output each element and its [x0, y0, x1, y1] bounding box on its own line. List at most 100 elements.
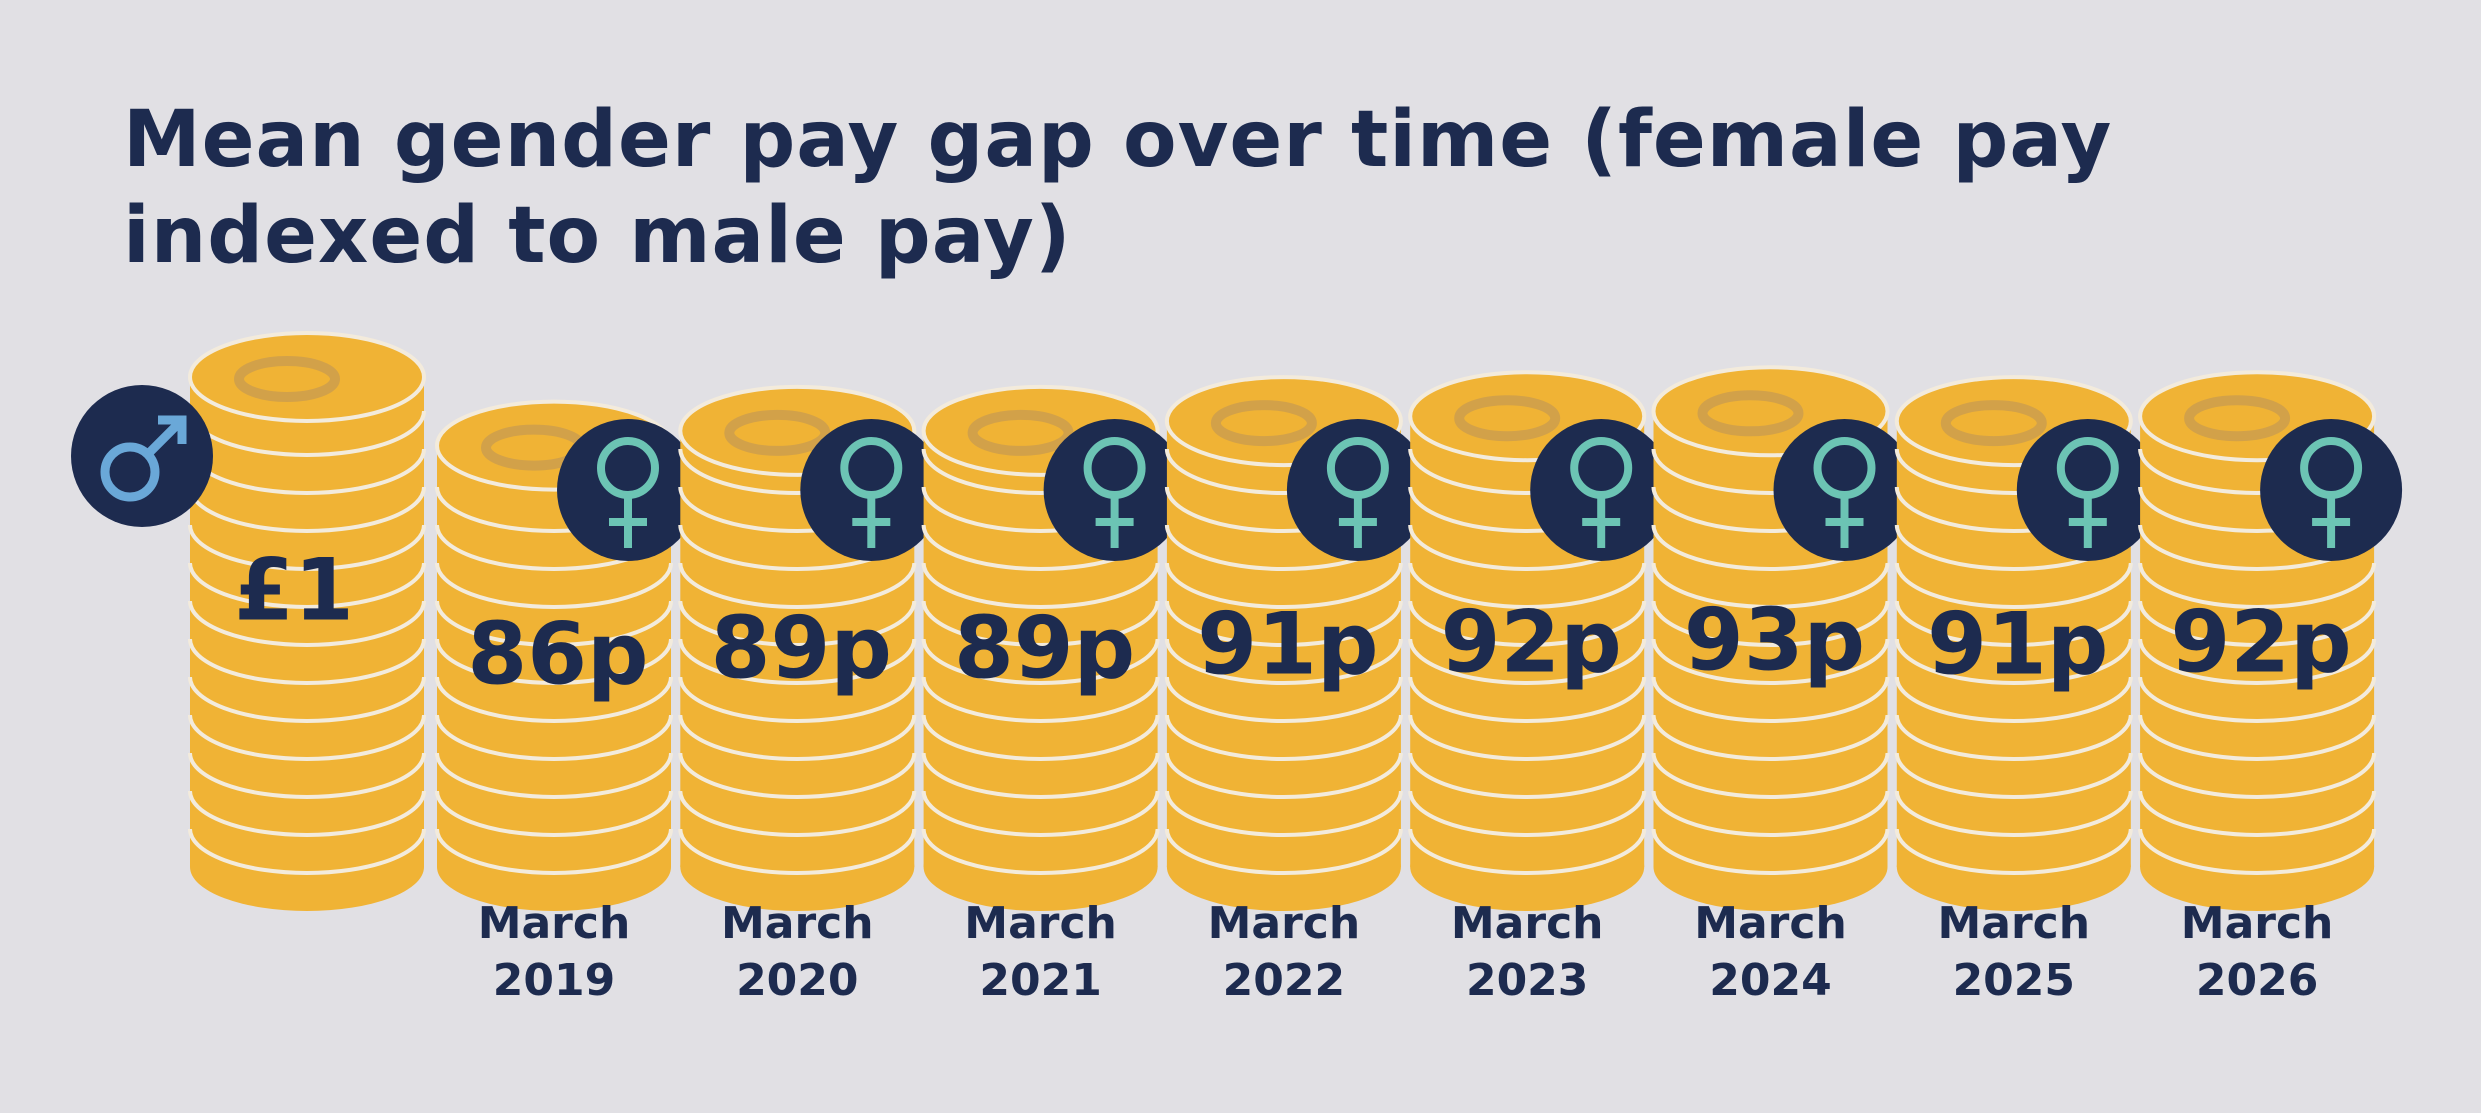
coin-edge: [188, 714, 426, 761]
value-label: 89p: [711, 598, 892, 698]
x-tick-label: March 2026: [2180, 898, 2334, 1006]
coin-edge: [188, 600, 426, 647]
coin-edge: [1651, 828, 1890, 875]
coin-stack: [1651, 365, 1890, 911]
coin-edge: [1894, 676, 2133, 723]
coin-edge: [435, 752, 673, 799]
coin-emboss: [1210, 400, 1317, 447]
x-tick-label: March 2020: [721, 898, 874, 1006]
coin-edge: [1894, 752, 2133, 799]
female-icon: [2312, 495, 2351, 548]
value-label: 91p: [1197, 594, 1378, 694]
coin-edge: [678, 562, 917, 609]
coin-edge: [1164, 676, 1403, 723]
coin-edge: [1164, 562, 1403, 609]
female-icon-bg: [1043, 419, 1186, 561]
female-icon: [2068, 495, 2107, 548]
coin-edge: [188, 676, 426, 723]
coin-edge: [1894, 828, 2133, 875]
coin-edge: [2138, 790, 2377, 837]
coin-edge: [1164, 828, 1403, 875]
coin-edge: [678, 638, 917, 685]
coin-edge: [188, 562, 426, 609]
coin-edge: [1408, 790, 1647, 837]
coin-emboss: [1697, 390, 1804, 437]
female-icon-bg: [2016, 419, 2159, 561]
coin-edge: [1651, 714, 1890, 761]
x-tick-label: March 2024: [1694, 898, 1847, 1006]
coin-edge: [188, 638, 426, 685]
coin-edge: [1651, 562, 1890, 609]
coin-edge: [1651, 600, 1890, 647]
coin-edge: [1408, 752, 1647, 799]
coin-edge: [2138, 714, 2377, 761]
coin-edge: [1164, 638, 1403, 685]
coin-edge: [678, 828, 917, 875]
coin-edge: [1408, 714, 1647, 761]
value-label: 92p: [1441, 592, 1622, 692]
coin-edge: [1894, 562, 2133, 609]
value-label: 92p: [2170, 592, 2351, 692]
coin-edge: [2138, 600, 2377, 647]
coin-edge: [678, 790, 917, 837]
coin-edge: [678, 752, 917, 799]
coin-edge: [1164, 714, 1403, 761]
coin-edge: [1651, 676, 1890, 723]
coin-edge: [188, 790, 426, 837]
coin-edge: [921, 600, 1160, 647]
female-icon: [609, 495, 647, 548]
coin-edge: [1651, 752, 1890, 799]
female-icon: [1825, 495, 1864, 548]
coin-emboss: [724, 409, 831, 456]
coin-edge: [435, 562, 673, 609]
coin-edge: [435, 676, 673, 723]
x-tick-label: March 2019: [477, 898, 631, 1006]
coin-edge: [1164, 790, 1403, 837]
coin-edge: [1408, 562, 1647, 609]
coin-edge: [1408, 600, 1647, 647]
value-label: 91p: [1927, 594, 2108, 694]
coin-edge: [921, 562, 1160, 609]
coin-emboss: [1454, 395, 1561, 442]
coin-edge: [1894, 600, 2133, 647]
coin-edge: [435, 790, 673, 837]
female-icon-bg: [1530, 419, 1673, 561]
coin-edge: [188, 752, 426, 799]
x-tick-label: March 2022: [1207, 898, 1361, 1006]
coin-edge: [1651, 638, 1890, 685]
coin-edge: [2138, 638, 2377, 685]
coin-edge: [435, 638, 673, 685]
coin-edge: [1894, 790, 2133, 837]
coin-edge: [921, 790, 1160, 837]
value-label: £1: [234, 540, 354, 640]
coin-edge: [1164, 600, 1403, 647]
coin-edge: [2138, 676, 2377, 723]
coin-stack: [921, 384, 1160, 911]
coin-edge: [2138, 828, 2377, 875]
coin-edge: [188, 486, 426, 533]
coin-edge: [2138, 752, 2377, 799]
coin-edge: [1651, 790, 1890, 837]
coin-edge: [435, 714, 673, 761]
female-icon-bg: [1286, 419, 1429, 561]
coin-emboss: [2184, 395, 2291, 442]
male-icon: [144, 415, 187, 458]
female-icon-bg: [2260, 419, 2403, 561]
coin-edge: [921, 828, 1160, 875]
value-label: 86p: [467, 604, 648, 704]
coin-edge: [1894, 638, 2133, 685]
coin-edge: [1408, 828, 1647, 875]
coin-edge: [188, 828, 426, 875]
female-icon: [1582, 495, 1621, 548]
x-tick-label: March 2023: [1450, 898, 1604, 1006]
male-icon-bg: [71, 385, 213, 527]
x-tick-label: March 2025: [1937, 898, 2091, 1006]
female-icon-bg: [557, 419, 699, 561]
chart-title: Mean gender pay gap over time (female pa…: [123, 95, 2113, 281]
coin-edge: [678, 714, 917, 761]
value-label: 93p: [1684, 590, 1865, 690]
female-icon-bg: [1773, 419, 1916, 561]
coin-edge: [921, 676, 1160, 723]
